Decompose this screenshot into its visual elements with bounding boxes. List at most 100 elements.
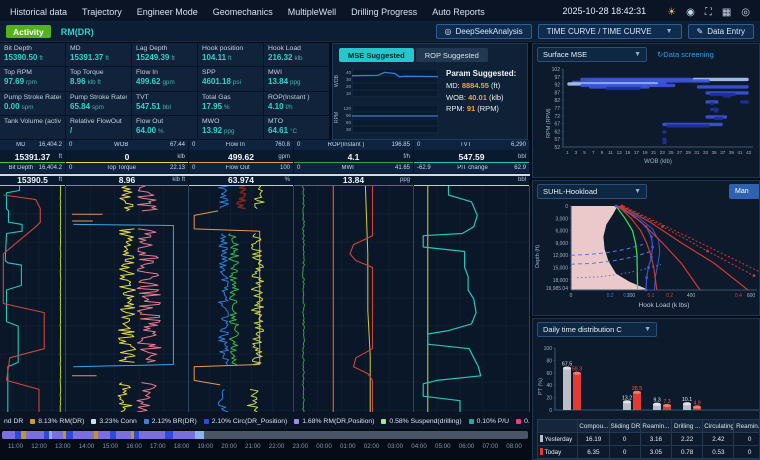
track-value: 4.1 [347,151,360,162]
track-value-row[interactable]: 4.1 f/h [294,150,413,163]
track-minmax: 0 Flow Out 100 [189,163,293,173]
track-min: 0 [297,165,301,171]
hookload-chart: Depth (ft) 0 3,000 6,000 9,000 12,000 15,000 18… [533,202,759,314]
chevron-down-icon: ▼ [634,188,641,195]
legend-item-0[interactable]: nd DR [4,418,23,425]
svg-text:13: 13 [617,150,623,155]
svg-text:33: 33 [703,150,709,155]
track-value-row[interactable]: 547.59 bbl [414,150,529,163]
theme-sun-icon[interactable]: ☀ [667,6,677,18]
param-tab-1[interactable]: ROP Suggested [415,48,488,62]
fullscreen-icon[interactable]: ⛶ [704,6,712,18]
track-unit: ppg [399,176,410,183]
timeline-segment [115,431,132,439]
legend-item-7[interactable]: 0.10% P/U [468,418,509,425]
svg-text:43: 43 [746,150,752,155]
legend-item-8[interactable]: 0.09% P/D [516,418,530,425]
track-value-row[interactable]: 13.84 ppg [294,173,413,186]
activity-timeline-scrollbar[interactable] [2,431,528,439]
time-tick: 16:00 [126,443,142,450]
surface-mse-select[interactable]: Surface MSE ▼ [537,47,647,62]
kpi-label: MD [70,45,81,52]
time-marker-line[interactable] [0,174,530,176]
svg-text:9,000: 9,000 [555,241,568,247]
data-entry-button[interactable]: ✎ Data Entry [687,24,754,39]
track-curve-color [294,184,413,186]
manage-button[interactable]: Man [729,184,759,199]
legend-item-3[interactable]: 2.12% BR(DR) [143,418,197,425]
daily-row-label: Today [536,445,579,459]
time-tick: 00:00 [316,443,332,450]
nav-item-auto-reports[interactable]: Auto Reports [432,6,485,17]
time-tick: 05:00 [435,443,451,450]
timeline-segment [204,431,528,439]
kpi-unit: bbl [162,103,171,111]
daily-cell: 0 [733,432,759,446]
daily-distribution-select[interactable]: Daily time distribution C ▼ [537,322,657,337]
deepseek-analysis-button[interactable]: ◎ DeepSeekAnalysis [435,24,532,39]
nav-item-trajectory[interactable]: Trajectory [82,6,122,17]
kpi-lag-depth: Lag Depth 15249.39 ft [132,43,198,68]
svg-text:35: 35 [712,150,718,155]
kpi-pump-stroke-rate-3: Pump Stroke Rate#3 65.84 spm [66,91,132,116]
track-value-row[interactable]: 499.62 gpm [189,150,293,163]
globe-icon[interactable]: ◉ [686,6,695,18]
daily-distribution-table: Compou... Sliding DR Reamin... Drilling ...… [536,419,759,459]
track-value-row[interactable]: bbl [414,173,529,186]
kpi-total-gas: Total Gas 17.95% [198,91,264,116]
series-marker [540,435,543,442]
activity-badge[interactable]: Activity [6,25,51,38]
legend-item-2[interactable]: 3.23% Conn [91,418,137,425]
timeline-segment [165,431,174,439]
track-value-row[interactable]: 0 klb [66,150,188,163]
kpi-spp: SPP 4601.18 psi [198,67,264,92]
kpi-label: Top Torque [70,69,104,77]
user-icon[interactable]: ◎ [741,6,750,18]
mini-tick: 10 [345,91,351,96]
daily-cell: 2.42 [702,432,735,446]
kpi-label: MTO [268,117,283,125]
track-minmax: 0 Flow In 760.8 [189,140,293,150]
track-value-row[interactable]: 15391.37 ft [0,150,65,163]
grid-apps-icon[interactable]: ▦ [721,6,732,18]
track-max: 16,404.2 [38,165,62,171]
legend-label: nd DR [4,417,24,425]
svg-text:10.1: 10.1 [682,397,692,403]
legend-item-5[interactable]: 1.68% RM(DR,Position) [294,418,374,425]
track-minmax: 0 ROP(Instant ) 196.85 [294,140,413,150]
tab-rm-dr[interactable]: RM(DR) [60,26,94,37]
data-screening-link[interactable]: ↻Data screening [657,50,714,59]
legend-item-4[interactable]: 2.10% Circ(DR_Position) [203,418,287,425]
nav-item-historical-data[interactable]: Historical data [10,6,68,17]
top-navigation: Historical data Trajectory Engineer Mode Ge… [0,0,760,22]
nav-item-multiplewell[interactable]: MultipleWell [287,6,337,17]
kpi-unit: f/h [285,103,293,111]
kpi-tank-volume-active-: Tank Volume (active) [0,115,66,140]
kpi-value: 15390.50 ft [4,53,43,62]
time-tick: 14:00 [78,443,95,450]
timeline-segment [44,431,50,439]
legend-label: 0.09% P/D [524,417,530,425]
nav-item-engineer-mode[interactable]: Engineer Mode [136,6,198,17]
hookload-select[interactable]: SUHL-Hookload ▼ [537,184,647,199]
legend-item-6[interactable]: 0.58% Suspend(drilling) [381,418,462,425]
nav-item-drilling-progress[interactable]: Drilling Progress [351,6,418,17]
svg-text:3: 3 [575,150,578,155]
svg-text:67.5: 67.5 [562,362,572,368]
track-value: 63.974 [228,174,254,185]
daily-col-header: Reamin... [733,419,759,433]
track-value-row[interactable]: 63.974% [189,173,293,186]
param-tab-0[interactable]: MSE Suggested [339,48,414,62]
curve-type-select[interactable]: TIME CURVE / TIME CURVE ▼ [537,24,682,39]
nav-item-geomechanics[interactable]: Geomechanics [212,6,273,17]
svg-text:WOB (klb): WOB (klb) [644,159,672,165]
track-value-row[interactable]: 15390.5 ft [0,173,65,186]
kpi-value: 15249.39 ft [136,53,175,62]
kpi-mwi: MWI 13.84 ppg [264,67,330,92]
kpi-label: ROP(Instant ) [268,93,310,101]
track-curve-name: ROP(Instant ) [327,142,365,148]
track-value-row[interactable]: 8.96 klb ft [66,173,188,186]
kpi-label: Bit Depth [4,45,32,52]
legend-item-1[interactable]: 8.13% RM(DR) [30,418,84,425]
daily-cell: 0.78 [670,445,704,459]
